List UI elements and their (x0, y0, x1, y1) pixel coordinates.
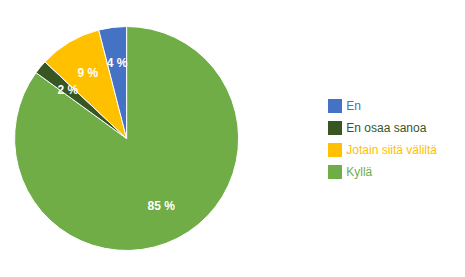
svg-text:2 %: 2 % (58, 83, 79, 97)
html-text:Kyllä: Kyllä (346, 164, 373, 179)
html-text:Jotain siitä väliltä: Jotain siitä väliltä (346, 142, 437, 157)
svg-text:85 %: 85 % (147, 199, 175, 213)
svg-text:9 %: 9 % (77, 66, 98, 80)
svg-text:4 %: 4 % (107, 56, 128, 70)
html-text:En: En (346, 98, 361, 113)
html-text:En osaa sanoa: En osaa sanoa (346, 120, 427, 135)
